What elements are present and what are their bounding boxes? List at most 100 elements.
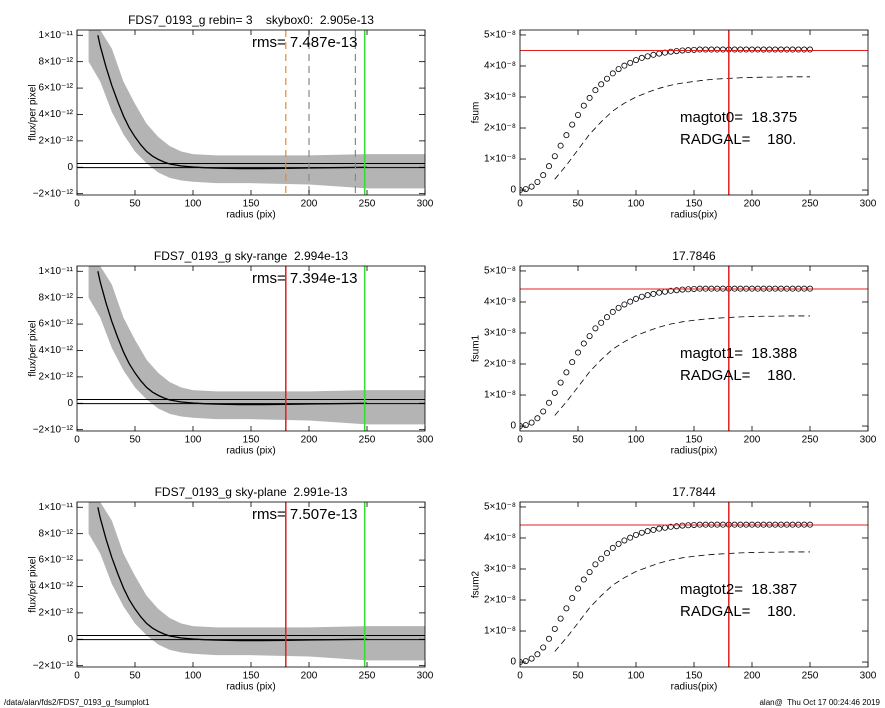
data-point	[633, 531, 640, 538]
data-point	[540, 172, 547, 179]
data-point	[627, 534, 634, 541]
data-point	[783, 46, 790, 53]
x-tick-label: 0	[517, 435, 523, 446]
y-tick-label: 0	[67, 398, 73, 409]
data-point	[696, 46, 703, 53]
y-tick-label: 5×10⁻⁸	[484, 266, 516, 277]
y-tick-label: 3×10⁻⁸	[484, 92, 516, 103]
data-point	[604, 550, 611, 557]
magtot-annotation: magtot0= 18.375	[680, 109, 797, 126]
x-tick-label: 100	[628, 435, 645, 446]
y-tick-label: 4×10⁻⁸	[484, 61, 516, 72]
x-tick-label: 150	[243, 199, 260, 210]
data-point	[609, 308, 616, 315]
data-point	[604, 75, 611, 82]
chart-title: FDS7_0193_g rebin= 3 skybox0: 2.905e-13	[128, 13, 374, 27]
chart-title: 17.7844	[672, 485, 716, 499]
data-point	[667, 48, 674, 55]
y-axis-label: flux/per pixel	[28, 84, 39, 140]
profile-line	[97, 35, 368, 170]
chart-title: FDS7_0193_g sky-plane 2.991e-13	[155, 485, 348, 499]
data-point	[633, 57, 640, 64]
x-tick-label: 0	[74, 199, 80, 210]
data-point	[621, 537, 628, 544]
data-point	[638, 54, 645, 61]
data-point	[749, 46, 756, 53]
y-tick-label: 4×10⁻⁸	[484, 533, 516, 544]
data-point	[656, 50, 663, 57]
data-point	[720, 46, 727, 53]
scatter-band	[88, 266, 425, 425]
x-axis-label: radius(pix)	[671, 210, 718, 221]
radgal-annotation: RADGAL= 180.	[680, 131, 796, 148]
dashed-curve	[554, 551, 810, 652]
data-point	[778, 46, 785, 53]
x-tick-label: 150	[686, 199, 703, 210]
y-tick-label: 0	[510, 421, 516, 432]
y-tick-label: 6×10⁻¹²	[39, 83, 74, 94]
data-point	[575, 349, 582, 356]
data-point	[627, 59, 634, 66]
x-tick-label: 50	[129, 199, 141, 210]
footer-stamp: alan@ Thu Oct 17 00:24:46 2019	[759, 698, 880, 707]
scatter-band	[88, 502, 425, 661]
data-point	[702, 46, 709, 53]
x-tick-label: 200	[301, 435, 318, 446]
data-point	[575, 111, 582, 118]
data-point	[743, 46, 750, 53]
x-axis-label: radius(pix)	[671, 682, 718, 693]
x-axis-label: radius (pix)	[226, 446, 275, 457]
data-point	[650, 51, 657, 58]
data-point	[615, 304, 622, 311]
data-point	[691, 46, 698, 53]
x-tick-label: 0	[74, 435, 80, 446]
data-point	[766, 46, 773, 53]
x-tick-label: 50	[129, 435, 141, 446]
magtot-annotation: magtot2= 18.387	[680, 581, 797, 598]
x-tick-label: 200	[301, 199, 318, 210]
data-point	[546, 399, 553, 406]
x-axis-label: radius (pix)	[226, 682, 275, 693]
x-tick-label: 200	[744, 199, 761, 210]
data-point	[731, 46, 738, 53]
x-tick-label: 300	[860, 435, 877, 446]
data-point	[580, 576, 587, 583]
data-point	[557, 142, 564, 149]
data-point	[563, 369, 570, 376]
x-tick-label: 100	[628, 671, 645, 682]
data-point	[673, 48, 680, 55]
data-point	[708, 46, 715, 53]
profile-line	[97, 507, 368, 642]
y-tick-label: −2×10⁻¹²	[33, 188, 74, 199]
x-tick-label: 250	[802, 199, 819, 210]
data-point	[673, 287, 680, 294]
x-tick-label: 200	[301, 671, 318, 682]
y-axis-label: fsum	[471, 102, 482, 124]
data-point	[522, 422, 529, 429]
data-point	[621, 62, 628, 69]
data-point	[586, 333, 593, 340]
data-point	[650, 526, 657, 533]
y-tick-label: 2×10⁻⁸	[484, 123, 516, 134]
plot-area	[520, 502, 868, 667]
y-tick-label: 8×10⁻¹²	[39, 56, 74, 67]
x-tick-label: 100	[185, 671, 202, 682]
data-point	[667, 523, 674, 530]
data-point	[638, 529, 645, 536]
y-tick-label: 2×10⁻⁸	[484, 359, 516, 370]
x-tick-label: 300	[417, 199, 434, 210]
x-tick-label: 250	[359, 671, 376, 682]
data-point	[575, 585, 582, 592]
data-point	[627, 298, 634, 305]
data-point	[569, 359, 576, 366]
data-point	[592, 87, 599, 94]
y-axis-label: flux/per pixel	[28, 320, 39, 376]
data-point	[662, 288, 669, 295]
y-tick-label: 3×10⁻⁸	[484, 328, 516, 339]
y-tick-label: 1×10⁻¹¹	[39, 502, 74, 513]
x-axis-label: radius (pix)	[226, 210, 275, 221]
x-tick-label: 0	[74, 671, 80, 682]
x-tick-label: 100	[185, 199, 202, 210]
chart-title: FDS7_0193_g sky-range 2.994e-13	[154, 249, 348, 263]
data-point	[679, 522, 686, 529]
